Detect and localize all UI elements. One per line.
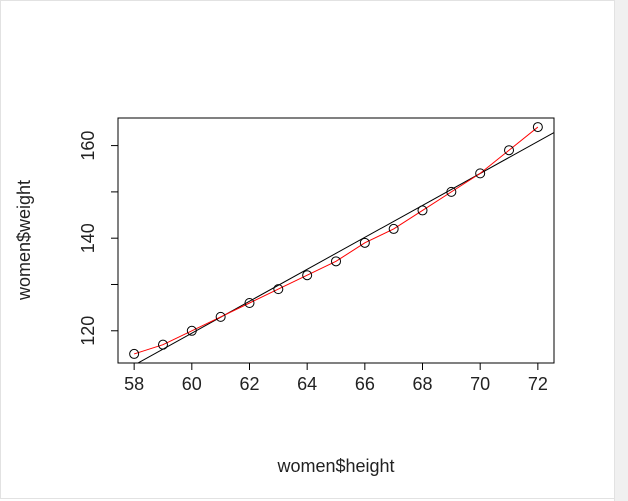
y-axis: 120 140 160 [78,131,119,346]
data-point [359,237,370,248]
x-tick-label: 66 [355,374,375,394]
data-point [244,298,255,308]
x-tick-label: 58 [124,374,144,394]
x-tick-label: 60 [182,374,202,394]
x-tick-label: 64 [297,374,317,394]
data-point [475,168,486,179]
data-point [157,339,168,350]
data-point [417,205,428,216]
data-point [186,325,197,336]
x-axis-label: women$height [276,456,394,476]
data-point [504,145,515,156]
x-tick-label: 72 [528,374,548,394]
data-point [273,284,284,295]
lowess-line [133,126,539,355]
data-point [302,270,313,281]
y-tick-label: 120 [78,316,98,346]
data-point [446,186,457,197]
data-point [215,311,226,322]
regression-line [136,132,554,363]
y-tick-label: 140 [78,223,98,253]
x-tick-label: 70 [470,374,490,394]
x-tick-label: 68 [412,374,432,394]
fitted-lines [133,126,554,363]
data-point [532,122,543,133]
data-point [388,223,399,234]
data-point [331,256,341,267]
y-axis-label: women$weight [14,180,34,301]
data-point [129,348,140,359]
plot-viewer-frame [0,0,614,499]
vertical-scrollbar[interactable] [614,0,628,501]
x-axis: 58 60 62 64 66 68 70 72 [124,362,548,394]
plot-box [117,117,555,364]
data-points [129,122,543,359]
y-tick-label: 160 [78,131,98,161]
x-tick-label: 62 [239,374,259,394]
